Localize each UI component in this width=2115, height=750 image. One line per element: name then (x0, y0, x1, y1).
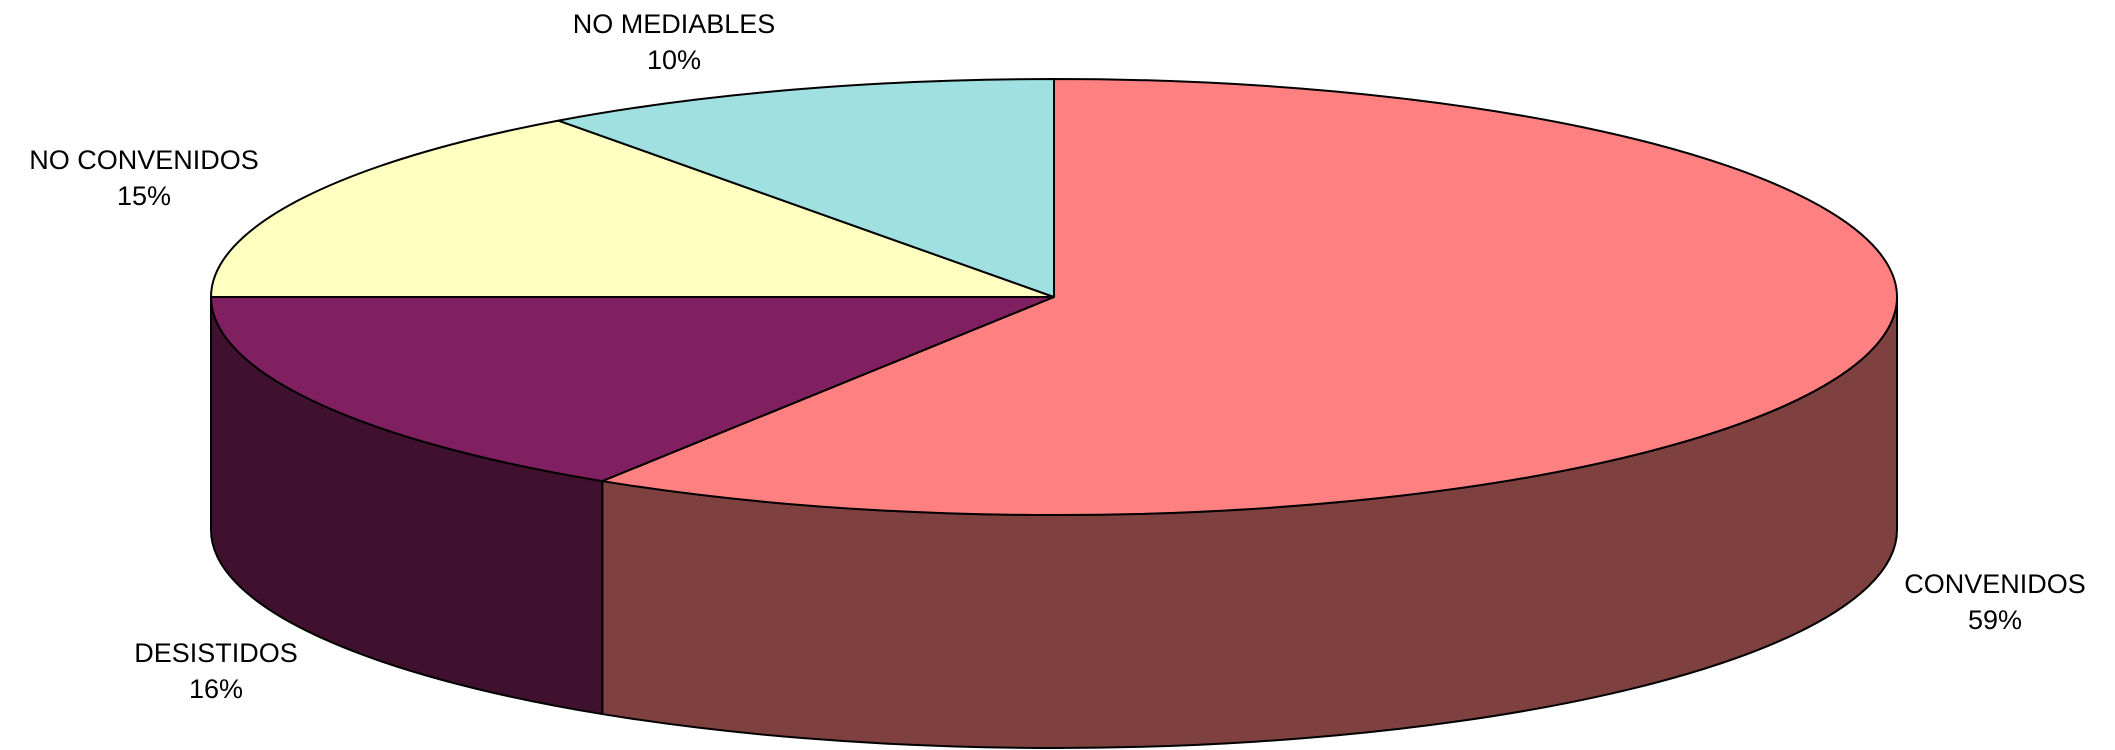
pie-slice-desistidos (210, 296, 1055, 483)
slice-label-no-mediables: NO MEDIABLES (573, 9, 776, 39)
pie-labels: CONVENIDOS 59% DESISTIDOS 16% NO CONVENIDOS 1… (29, 9, 2086, 704)
slice-label-desistidos: DESISTIDOS (134, 638, 298, 668)
slice-percent-convenidos: 59% (1968, 605, 2022, 635)
slice-label-convenidos: CONVENIDOS (1904, 569, 2086, 599)
pie-slice-no-mediables (557, 78, 1055, 298)
slice-percent-no-convenidos: 15% (117, 181, 171, 211)
pie-slice-convenidos (601, 78, 1898, 516)
slice-percent-desistidos: 16% (189, 674, 243, 704)
pie-slice-no-convenidos (210, 119, 1055, 298)
pie-tops (210, 78, 1898, 516)
slice-label-no-convenidos: NO CONVENIDOS (29, 145, 259, 175)
slice-percent-no-mediables: 10% (647, 45, 701, 75)
